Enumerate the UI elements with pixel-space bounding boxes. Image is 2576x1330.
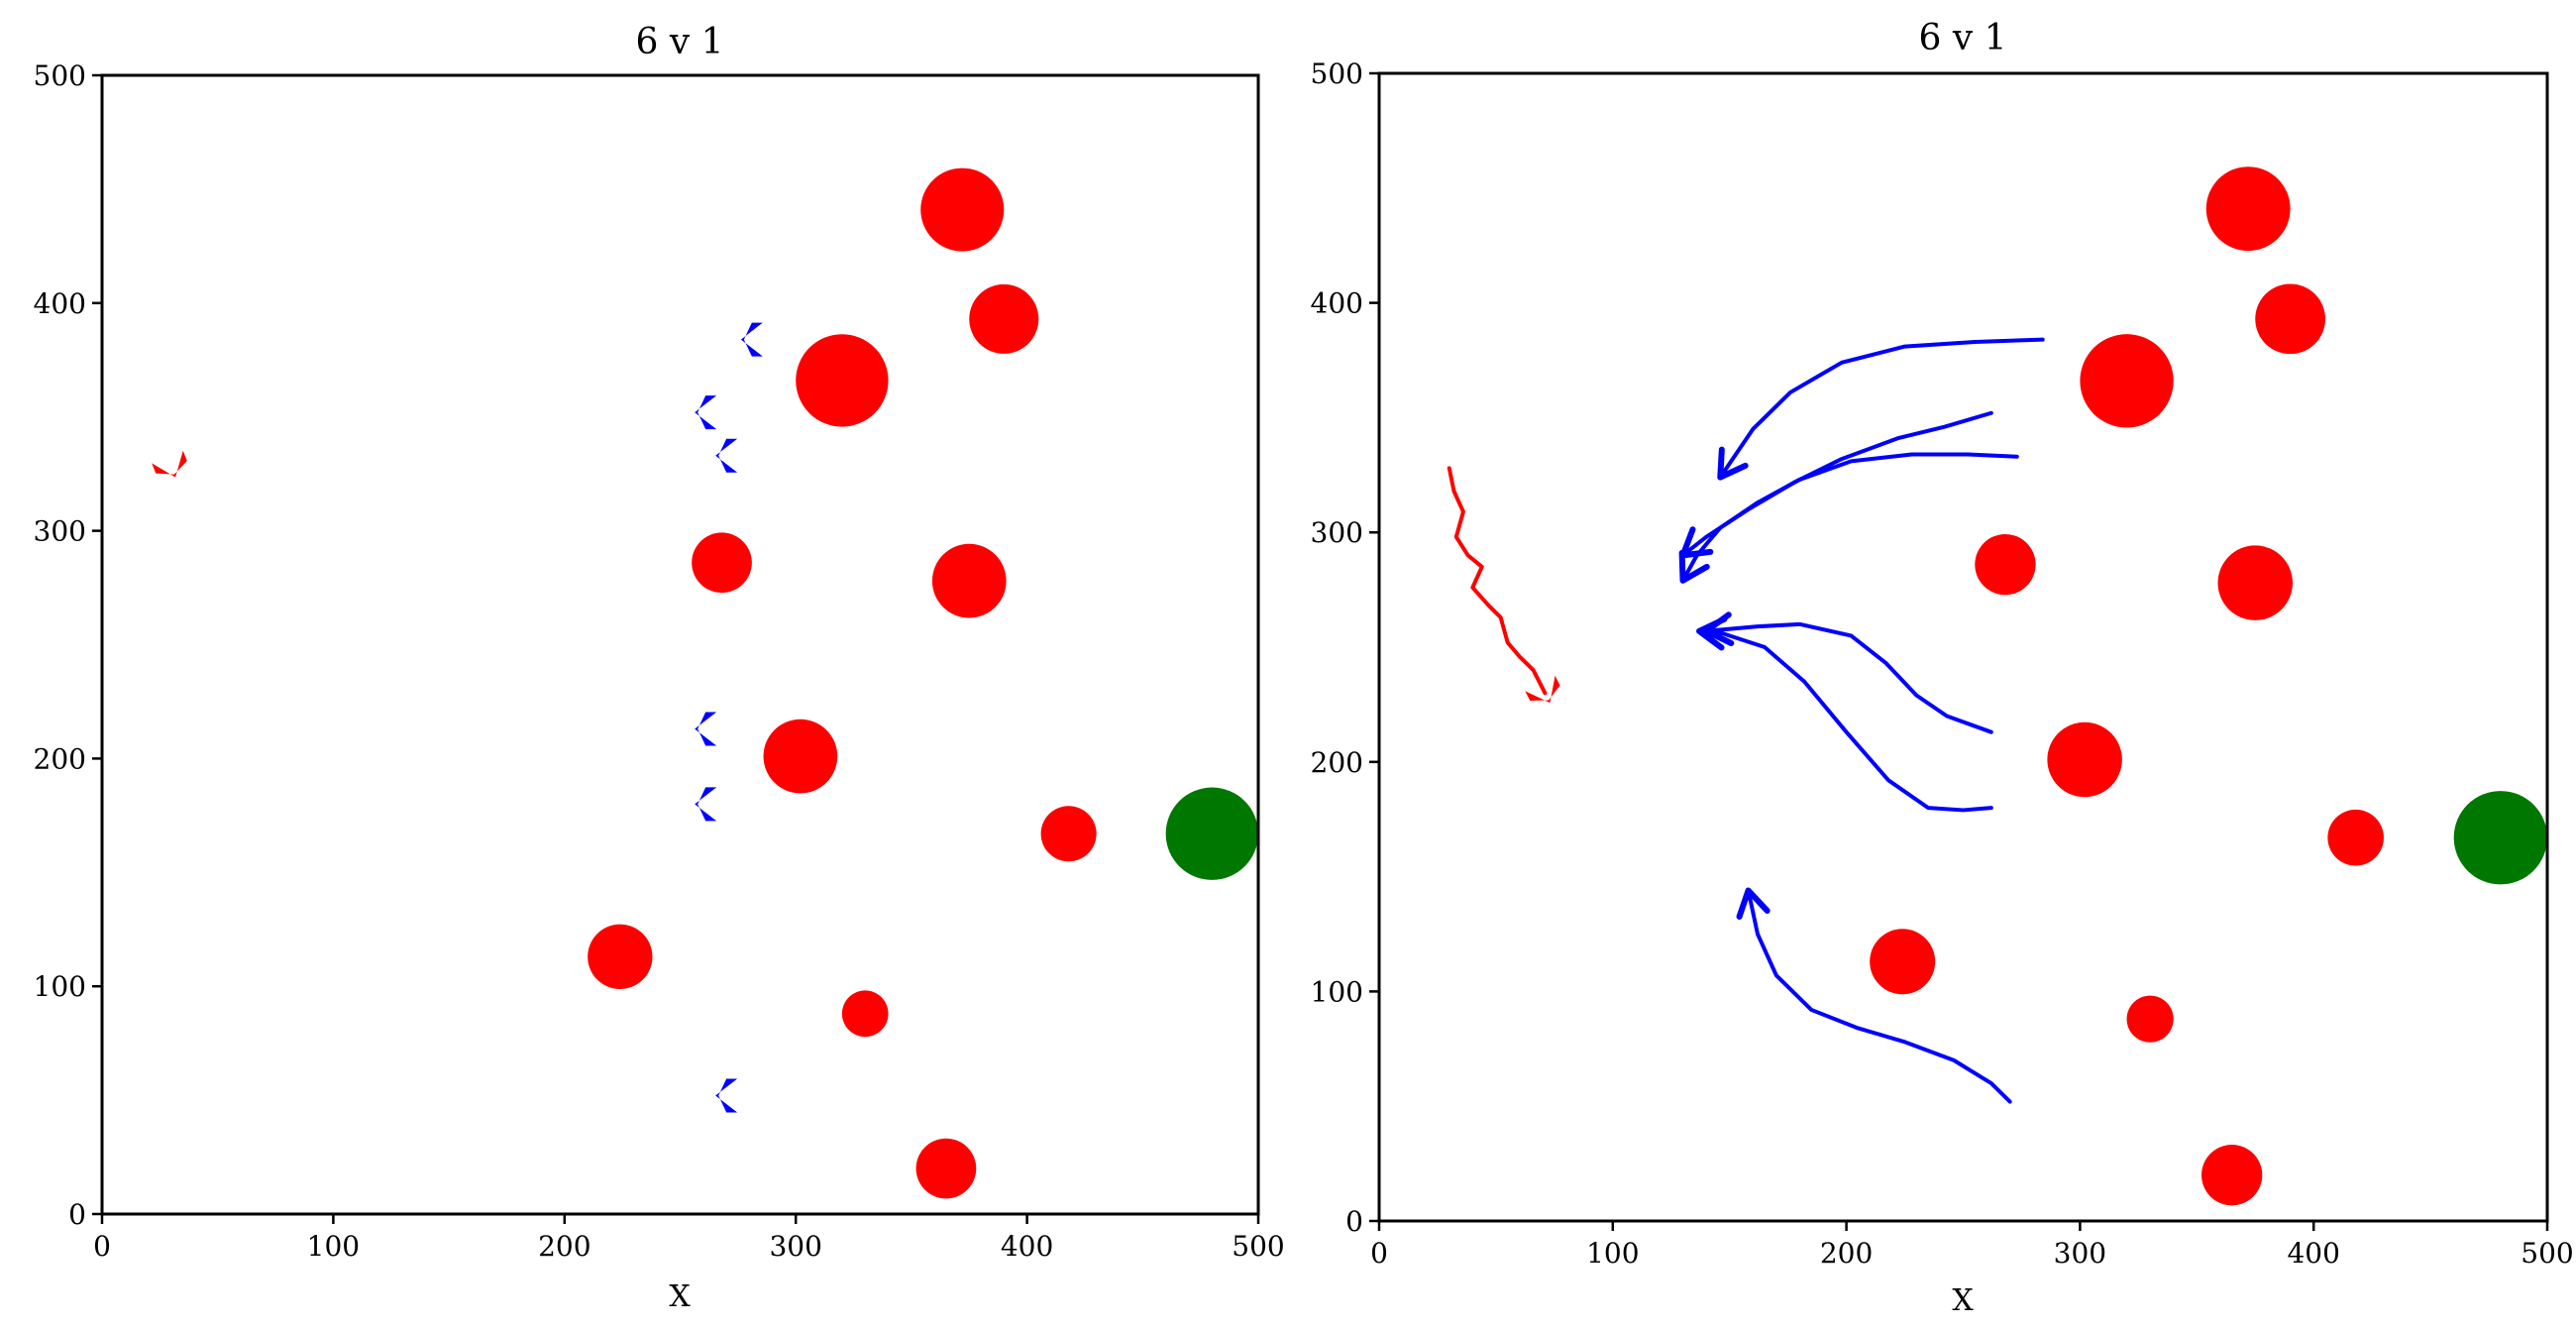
markers-layer [1447, 166, 2548, 1206]
x-tick-label: 500 [1232, 1230, 1284, 1263]
x-tick-label: 0 [93, 1230, 111, 1263]
obstacle-6 [1040, 806, 1097, 862]
pursuer-trajectory-1 [1680, 410, 1993, 558]
obstacle-9 [2201, 1145, 2263, 1206]
trajectory-arrowhead-5 [1736, 887, 1771, 920]
obstacle-5 [763, 719, 838, 794]
left-panel: 6 v 1 0 100 200 300 400 500 0 100 200 300 400 500 X [34, 22, 1285, 1314]
obstacle-4 [2217, 545, 2293, 620]
obstacle-2 [796, 334, 889, 427]
y-tick-label: 200 [1311, 746, 1363, 779]
x-tick-label: 100 [307, 1230, 360, 1263]
axes-frame [100, 73, 1260, 1216]
trajectory-arrowhead-2 [1678, 549, 1710, 584]
x-tick-label: 300 [769, 1230, 821, 1263]
y-tick-label: 400 [34, 287, 86, 320]
obstacle-3 [1975, 533, 2036, 596]
markers-layer [152, 167, 1258, 1199]
obstacle-1 [2255, 283, 2325, 355]
panel-title: 6 v 1 [635, 22, 723, 62]
target-circle [2453, 791, 2548, 885]
pursuer-marker-0 [740, 322, 763, 357]
pursuer-trajectory-0 [1718, 337, 2045, 480]
pursuer-trajectory-4 [1697, 628, 1993, 813]
y-tick-label: 300 [34, 515, 86, 548]
x-tick-label: 200 [538, 1230, 590, 1263]
obstacle-8 [841, 990, 889, 1038]
obstacle-6 [2327, 809, 2384, 866]
pursuer-marker-5 [715, 1078, 738, 1113]
x-tick-label: 400 [2287, 1237, 2339, 1270]
pursuer-marker-2 [715, 438, 738, 473]
y-tick-label: 0 [68, 1198, 86, 1231]
pursuer-marker-1 [695, 395, 717, 430]
evader-trajectory-6 [1447, 466, 1548, 696]
pursuer-trajectory-2 [1680, 452, 2019, 583]
obstacle-2 [2080, 334, 2174, 428]
y-tick-label: 500 [34, 59, 86, 92]
axes-frame [1377, 71, 2549, 1223]
y-tick-label: 400 [1311, 287, 1363, 320]
obstacle-4 [931, 543, 1007, 618]
y-tick-label: 200 [34, 742, 86, 775]
x-axis-label: X [669, 1279, 691, 1314]
axes-layer: 0 100 200 300 400 500 0 100 200 300 400 500 [34, 59, 1285, 1263]
x-axis-label: X [1952, 1283, 1974, 1318]
y-tick-label: 300 [1311, 516, 1363, 549]
x-tick-label: 100 [1586, 1237, 1639, 1270]
obstacle-8 [2126, 995, 2174, 1043]
x-tick-label: 300 [2054, 1237, 2106, 1270]
x-tick-label: 200 [1820, 1237, 1873, 1270]
evader-marker [1525, 675, 1560, 704]
panel-title: 6 v 1 [1918, 18, 2006, 58]
trajectory-arrowhead-0 [1717, 446, 1749, 481]
pursuer-trajectory-5 [1746, 888, 2012, 1104]
x-tick-label: 0 [1370, 1237, 1388, 1270]
y-tick-label: 500 [1311, 57, 1363, 90]
y-tick-label: 100 [1311, 975, 1363, 1008]
x-tick-label: 500 [2521, 1237, 2573, 1270]
obstacle-7 [588, 924, 653, 990]
right-panel: 6 v 1 0 100 200 300 400 500 0 100 200 300 400 500 X [1311, 18, 2574, 1318]
obstacle-1 [969, 283, 1039, 354]
obstacle-3 [692, 532, 752, 594]
pursuer-trajectory-3 [1704, 621, 1993, 734]
obstacle-7 [1870, 929, 1936, 995]
pursuer-marker-4 [695, 787, 717, 822]
y-tick-label: 0 [1345, 1205, 1363, 1238]
y-tick-label: 100 [34, 970, 86, 1003]
x-tick-label: 400 [1001, 1230, 1053, 1263]
pursuer-marker-3 [695, 712, 717, 746]
obstacle-0 [2205, 166, 2291, 252]
obstacle-9 [915, 1138, 977, 1199]
axes-layer: 0 100 200 300 400 500 0 100 200 300 400 500 [1311, 57, 2574, 1270]
trajectory-arrowhead-4 [1696, 615, 1728, 651]
obstacle-5 [2047, 721, 2122, 798]
obstacle-0 [920, 167, 1005, 252]
evader-marker [152, 450, 187, 478]
target-circle [1165, 787, 1258, 880]
